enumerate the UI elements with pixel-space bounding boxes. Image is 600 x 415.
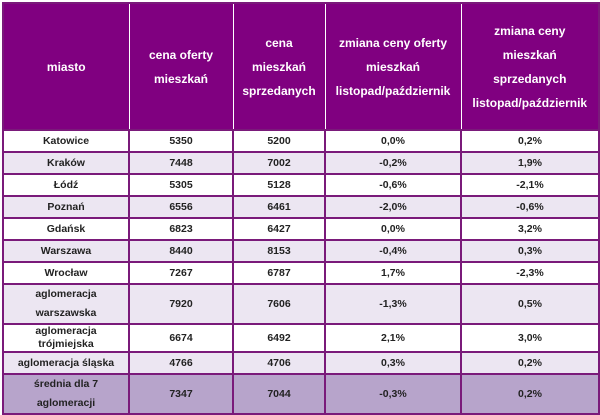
cell-city: Gdańsk (2, 217, 130, 241)
cell-offer-change: -0,2% (324, 151, 462, 175)
cell-city: Warszawa (2, 239, 130, 263)
cell-city: aglomeracja śląska (2, 351, 130, 375)
cell-sold-change: -2,3% (460, 261, 600, 285)
cell-sold-price: 6427 (232, 217, 326, 241)
cell-offer-price: 7267 (128, 261, 234, 285)
cell-sold-change: -0,6% (460, 195, 600, 219)
cell-city: średnia dla 7 aglomeracji (2, 373, 130, 415)
table-row: Katowice 5350 5200 0,0% 0,2% (2, 129, 600, 153)
table-row: Kraków 7448 7002 -0,2% 1,9% (2, 151, 600, 175)
cell-sold-price: 4706 (232, 351, 326, 375)
cell-sold-price: 6461 (232, 195, 326, 219)
cell-offer-price: 5350 (128, 129, 234, 153)
cell-sold-price: 6787 (232, 261, 326, 285)
table-header: miasto cena oferty mieszkań cena mieszka… (2, 2, 600, 131)
cell-offer-change: 0,3% (324, 351, 462, 375)
cell-offer-change: -0,3% (324, 373, 462, 415)
table-row: aglomeracja trójmiejska 6674 6492 2,1% 3… (2, 323, 600, 353)
cell-city: aglomeracja trójmiejska (2, 323, 130, 353)
header-sold-price-change: zmiana ceny mieszkań sprzedanych listopa… (460, 2, 600, 131)
cell-offer-change: -0,6% (324, 173, 462, 197)
table-row: Łódź 5305 5128 -0,6% -2,1% (2, 173, 600, 197)
cell-sold-price: 5128 (232, 173, 326, 197)
cell-sold-price: 7002 (232, 151, 326, 175)
cell-sold-price: 5200 (232, 129, 326, 153)
cell-sold-price: 6492 (232, 323, 326, 353)
table-row: Gdańsk 6823 6427 0,0% 3,2% (2, 217, 600, 241)
cell-offer-price: 7448 (128, 151, 234, 175)
table-row: Poznań 6556 6461 -2,0% -0,6% (2, 195, 600, 219)
cell-sold-change: 0,5% (460, 283, 600, 325)
header-row: miasto cena oferty mieszkań cena mieszka… (2, 2, 600, 131)
cell-city: Łódź (2, 173, 130, 197)
cell-offer-change: 1,7% (324, 261, 462, 285)
cell-sold-change: 3,2% (460, 217, 600, 241)
header-offer-price-change: zmiana ceny oferty mieszkań listopad/paź… (324, 2, 462, 131)
cell-offer-price: 8440 (128, 239, 234, 263)
table-body: Katowice 5350 5200 0,0% 0,2% Kraków 7448… (2, 129, 600, 415)
cell-offer-price: 4766 (128, 351, 234, 375)
cell-city: Katowice (2, 129, 130, 153)
cell-sold-change: 1,9% (460, 151, 600, 175)
cell-sold-change: -2,1% (460, 173, 600, 197)
cell-offer-price: 7347 (128, 373, 234, 415)
table-row-average: średnia dla 7 aglomeracji 7347 7044 -0,3… (2, 373, 600, 415)
cell-sold-change: 0,2% (460, 129, 600, 153)
cell-offer-change: 0,0% (324, 217, 462, 241)
table-row: aglomeracja śląska 4766 4706 0,3% 0,2% (2, 351, 600, 375)
cell-sold-change: 0,2% (460, 351, 600, 375)
cell-sold-change: 0,2% (460, 373, 600, 415)
cell-offer-change: -0,4% (324, 239, 462, 263)
cell-offer-change: -2,0% (324, 195, 462, 219)
cell-city: Kraków (2, 151, 130, 175)
cell-offer-price: 7920 (128, 283, 234, 325)
cell-offer-price: 6556 (128, 195, 234, 219)
cell-offer-price: 6674 (128, 323, 234, 353)
cell-sold-change: 3,0% (460, 323, 600, 353)
table-row: Warszawa 8440 8153 -0,4% 0,3% (2, 239, 600, 263)
cell-offer-change: -1,3% (324, 283, 462, 325)
header-offer-price: cena oferty mieszkań (128, 2, 234, 131)
cell-city: aglomeracja warszawska (2, 283, 130, 325)
cell-offer-price: 6823 (128, 217, 234, 241)
cell-offer-change: 2,1% (324, 323, 462, 353)
cell-sold-change: 0,3% (460, 239, 600, 263)
cell-city: Wrocław (2, 261, 130, 285)
cell-city: Poznań (2, 195, 130, 219)
header-sold-price: cena mieszkań sprzedanych (232, 2, 326, 131)
cell-sold-price: 8153 (232, 239, 326, 263)
cell-offer-price: 5305 (128, 173, 234, 197)
table-row: aglomeracja warszawska 7920 7606 -1,3% 0… (2, 283, 600, 325)
cell-sold-price: 7044 (232, 373, 326, 415)
table-row: Wrocław 7267 6787 1,7% -2,3% (2, 261, 600, 285)
cell-sold-price: 7606 (232, 283, 326, 325)
header-city: miasto (2, 2, 130, 131)
cell-offer-change: 0,0% (324, 129, 462, 153)
